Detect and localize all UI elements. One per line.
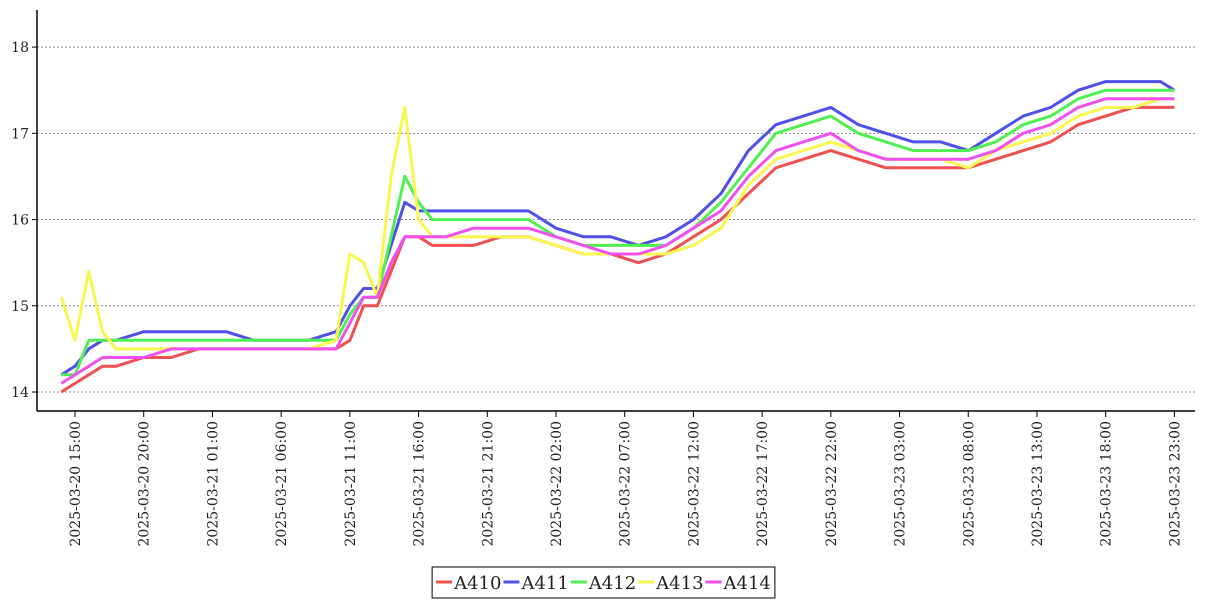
x-tick-label: 2025-03-23 13:00 [1030,421,1046,547]
x-tick-label: 2025-03-21 21:00 [480,421,496,547]
x-tick-label: 2025-03-21 06:00 [274,421,290,547]
x-tick-label: 2025-03-21 01:00 [205,421,221,547]
x-tick-label: 2025-03-23 18:00 [1099,421,1115,547]
x-tick-label: 2025-03-22 12:00 [686,421,702,547]
legend-label: A410 [453,573,501,594]
y-tick-label: 17 [11,126,29,142]
series-line [60,97,1175,385]
legend: A410 A411 A412 A413 A414 [431,566,776,599]
legend-label: A413 [655,573,703,594]
y-tick-label: 18 [11,40,29,56]
y-tick-label: 15 [11,299,29,315]
x-tick-label: 2025-03-22 17:00 [755,421,771,547]
series-line [61,88,1175,377]
x-tick-label: 2025-03-22 22:00 [824,421,840,547]
x-tick-label: 2025-03-20 15:00 [68,421,84,547]
x-tick-label: 2025-03-23 08:00 [961,421,977,547]
legend-label: A411 [520,573,568,594]
x-tick-label: 2025-03-22 02:00 [549,421,565,547]
y-tick-label: 14 [11,385,29,401]
legend-label: A414 [723,573,771,594]
x-tick-label: 2025-03-20 20:00 [137,421,153,547]
x-tick-label: 2025-03-21 11:00 [343,421,359,547]
x-tick-label: 2025-03-23 03:00 [893,421,909,547]
y-tick-label: 16 [11,213,29,229]
x-tick-label: 2025-03-23 23:00 [1167,421,1183,547]
x-tick-label: 2025-03-21 16:00 [412,421,428,547]
series-line [60,80,1176,377]
x-tick-label: 2025-03-22 07:00 [618,421,634,547]
legend-label: A412 [588,573,636,594]
